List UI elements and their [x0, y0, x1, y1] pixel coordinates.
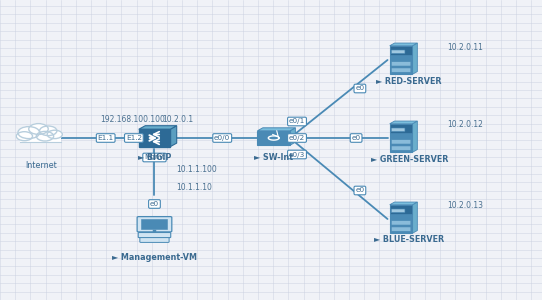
Text: ► RED-SERVER: ► RED-SERVER — [377, 76, 442, 85]
Text: ► BLUE-SERVER: ► BLUE-SERVER — [374, 236, 444, 244]
Text: 10.2.0.11: 10.2.0.11 — [447, 44, 483, 52]
Text: 10.1.1.10: 10.1.1.10 — [176, 183, 212, 192]
Text: 192.168.100.100: 192.168.100.100 — [100, 116, 165, 124]
FancyBboxPatch shape — [139, 129, 170, 147]
Circle shape — [29, 124, 48, 134]
FancyBboxPatch shape — [391, 209, 405, 212]
FancyBboxPatch shape — [391, 50, 405, 53]
FancyBboxPatch shape — [391, 140, 411, 144]
Ellipse shape — [21, 130, 61, 142]
Text: e0: e0 — [356, 188, 364, 194]
Polygon shape — [170, 126, 177, 147]
FancyBboxPatch shape — [391, 62, 411, 66]
Text: ► GREEN-SERVER: ► GREEN-SERVER — [371, 154, 448, 164]
Text: Mgmt: Mgmt — [144, 154, 165, 160]
Text: 10.1.1.100: 10.1.1.100 — [176, 165, 217, 174]
Text: e0/1: e0/1 — [289, 118, 305, 124]
Polygon shape — [390, 202, 417, 205]
Text: ► SW-Int: ► SW-Int — [254, 153, 293, 162]
Polygon shape — [390, 121, 417, 124]
FancyBboxPatch shape — [390, 205, 412, 233]
FancyBboxPatch shape — [390, 124, 412, 152]
FancyBboxPatch shape — [391, 68, 411, 72]
FancyBboxPatch shape — [138, 232, 171, 238]
Circle shape — [40, 126, 57, 136]
FancyBboxPatch shape — [391, 128, 405, 131]
Text: Internet: Internet — [25, 160, 56, 169]
Text: 10.2.0.13: 10.2.0.13 — [447, 201, 483, 210]
FancyBboxPatch shape — [391, 146, 411, 150]
Polygon shape — [412, 121, 417, 152]
FancyBboxPatch shape — [257, 131, 290, 145]
Polygon shape — [290, 128, 295, 145]
FancyBboxPatch shape — [390, 124, 412, 133]
Text: E1.2: E1.2 — [126, 135, 142, 141]
FancyBboxPatch shape — [137, 217, 172, 232]
Text: 10.2.0.1: 10.2.0.1 — [163, 116, 193, 124]
Polygon shape — [139, 126, 177, 129]
Circle shape — [47, 130, 62, 139]
FancyBboxPatch shape — [390, 205, 412, 214]
Polygon shape — [412, 43, 417, 74]
Text: 10.2.0.12: 10.2.0.12 — [447, 120, 483, 129]
Text: e0: e0 — [352, 135, 360, 141]
Text: E1.1: E1.1 — [98, 135, 114, 141]
Polygon shape — [390, 43, 417, 46]
Text: e0: e0 — [150, 201, 159, 207]
Text: ► BIGIP: ► BIGIP — [138, 153, 171, 162]
FancyBboxPatch shape — [20, 134, 61, 142]
FancyBboxPatch shape — [390, 46, 412, 74]
Text: e0: e0 — [356, 85, 364, 91]
Circle shape — [36, 131, 54, 141]
Text: e0/0: e0/0 — [214, 135, 230, 141]
FancyBboxPatch shape — [391, 221, 411, 225]
Circle shape — [18, 127, 40, 139]
Polygon shape — [257, 128, 295, 131]
Text: e0/2: e0/2 — [289, 135, 305, 141]
FancyBboxPatch shape — [141, 219, 167, 229]
FancyBboxPatch shape — [140, 238, 169, 242]
FancyBboxPatch shape — [390, 46, 412, 55]
FancyBboxPatch shape — [391, 227, 411, 231]
Text: e0/3: e0/3 — [289, 152, 305, 158]
Text: ► Management-VM: ► Management-VM — [112, 254, 197, 262]
Circle shape — [16, 132, 33, 141]
Polygon shape — [412, 202, 417, 233]
